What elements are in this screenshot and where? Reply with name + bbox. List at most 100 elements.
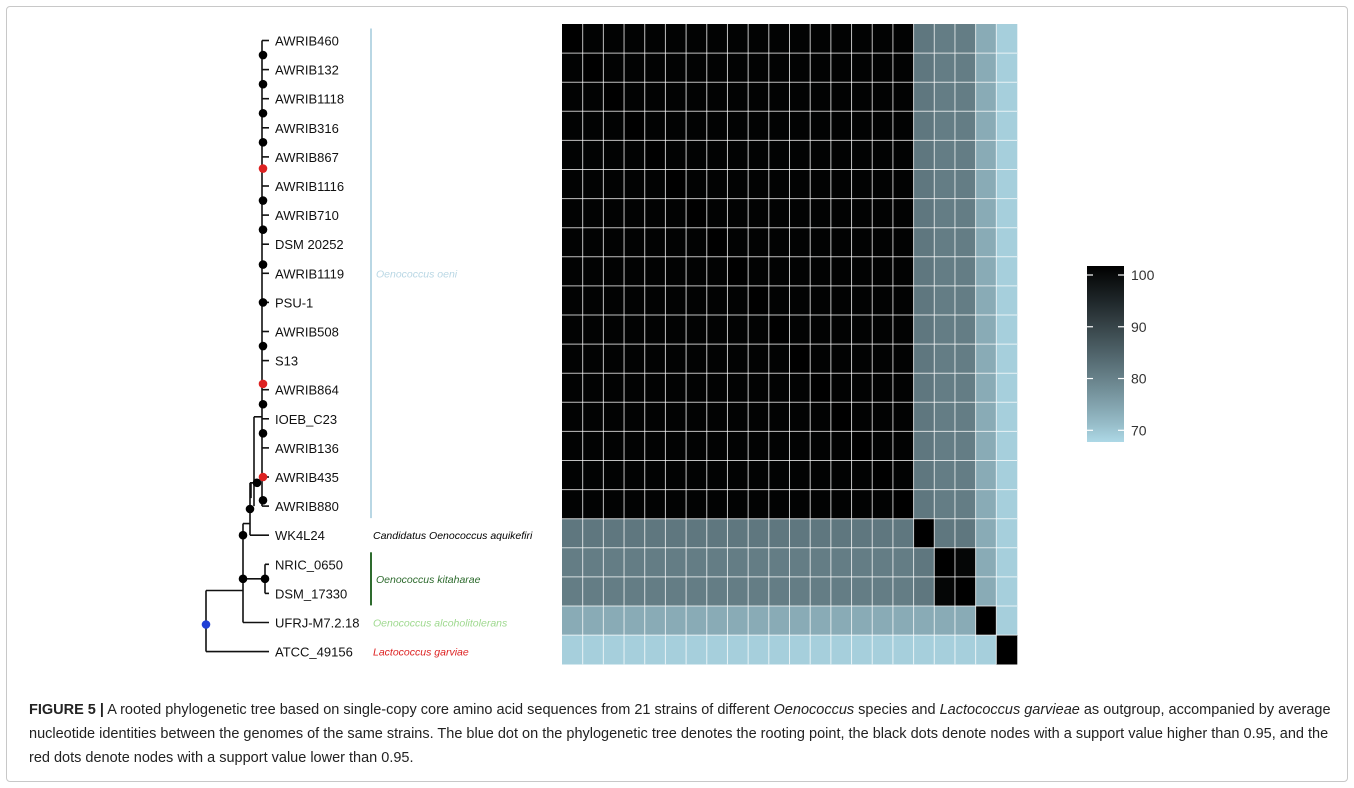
heatmap-cell [975, 489, 997, 519]
tip-label: AWRIB1119 [275, 266, 344, 281]
heatmap-cell [934, 431, 956, 461]
heatmap-cell [727, 576, 749, 607]
heatmap-cell [727, 198, 749, 228]
heatmap-cell [892, 82, 914, 112]
heatmap-cell [768, 24, 790, 54]
heatmap-cell [748, 315, 770, 345]
heatmap-cell [582, 140, 604, 170]
heatmap-cell [768, 518, 790, 549]
high-support-dot [252, 478, 262, 488]
heatmap-cell [748, 460, 770, 490]
heatmap-cell [830, 198, 852, 228]
heatmap-cell [686, 140, 708, 170]
heatmap-cell [851, 169, 873, 199]
heatmap-cell [851, 111, 873, 141]
heatmap-cell [706, 518, 728, 549]
heatmap-cell [851, 606, 873, 636]
high-support-dot [258, 260, 268, 269]
heatmap-cell [603, 140, 625, 170]
high-support-dot [258, 79, 268, 89]
heatmap-cell [727, 24, 749, 54]
heatmap-cell [582, 373, 604, 403]
heatmap-cell [954, 606, 976, 636]
heatmap-cell [748, 547, 770, 578]
heatmap-cell [727, 373, 749, 403]
heatmap-cell [748, 53, 770, 83]
heatmap-cell [830, 140, 852, 170]
colorbar-tick-label: 90 [1131, 319, 1147, 335]
species-label: Lactococcus garviae [373, 647, 469, 659]
heatmap-cell [727, 169, 749, 199]
heatmap-cell [934, 576, 956, 607]
heatmap-cell [913, 344, 935, 374]
heatmap-cell [665, 53, 687, 83]
heatmap-cell [892, 169, 914, 199]
heatmap-cell [644, 547, 666, 578]
heatmap-cell [686, 402, 708, 432]
heatmap-cell [562, 24, 583, 54]
heatmap-cell [582, 198, 604, 228]
heatmap-cell [603, 198, 625, 228]
low-support-dot [258, 164, 268, 173]
heatmap-cell [562, 547, 583, 578]
heatmap-cell [768, 140, 790, 170]
heatmap-cell [789, 53, 811, 83]
heatmap-cell [996, 635, 1018, 665]
heatmap-cell [872, 169, 894, 199]
heatmap-cell [582, 111, 604, 141]
heatmap-cell [830, 227, 852, 258]
heatmap-cell [810, 198, 832, 228]
heatmap-cell [686, 315, 708, 345]
heatmap-cell [789, 402, 811, 432]
heatmap-cell [996, 256, 1018, 287]
tip-label: UFRJ-M7.2.18 [275, 616, 360, 631]
heatmap-cell [727, 256, 749, 287]
heatmap-cell [934, 606, 956, 636]
heatmap-cell [913, 285, 935, 316]
heatmap-cell [830, 111, 852, 141]
heatmap-cell [748, 169, 770, 199]
heatmap-cell [975, 227, 997, 258]
heatmap-cell [582, 460, 604, 490]
heatmap-cell [706, 547, 728, 578]
heatmap-cell [727, 402, 749, 432]
heatmap-cell [603, 285, 625, 316]
high-support-dot [245, 504, 255, 514]
heatmap-cell [913, 82, 935, 112]
heatmap-cell [789, 24, 811, 54]
heatmap-cell [582, 635, 604, 665]
heatmap-cell [954, 285, 976, 316]
species-label: Oenococcus kitaharae [376, 574, 481, 586]
heatmap-cell [954, 169, 976, 199]
heatmap-cell [748, 227, 770, 258]
heatmap-cell [851, 373, 873, 403]
heatmap-cell [624, 635, 646, 665]
heatmap-cell [562, 227, 583, 258]
tip-label: AWRIB435 [275, 470, 339, 485]
heatmap-cell [975, 169, 997, 199]
heatmap-cell [996, 198, 1018, 228]
heatmap-cell [996, 140, 1018, 170]
heatmap-cell [727, 518, 749, 549]
tip-label: IOEB_C23 [275, 412, 337, 427]
heatmap-cell [624, 547, 646, 578]
heatmap-cell [665, 460, 687, 490]
heatmap-cell [934, 402, 956, 432]
heatmap-cell [830, 53, 852, 83]
heatmap-cell [975, 53, 997, 83]
heatmap-cell [975, 315, 997, 345]
heatmap-cell [706, 111, 728, 141]
heatmap-cell [975, 431, 997, 461]
heatmap-cell [975, 518, 997, 549]
heatmap-cell [830, 518, 852, 549]
heatmap-cell [810, 606, 832, 636]
heatmap-cell [996, 53, 1018, 83]
heatmap-cell [975, 576, 997, 607]
heatmap-cell [892, 518, 914, 549]
heatmap-cell [872, 402, 894, 432]
heatmap-cell [768, 431, 790, 461]
heatmap-cell [727, 140, 749, 170]
heatmap-cell [644, 431, 666, 461]
tip-label: AWRIB136 [275, 441, 339, 456]
heatmap-cell [851, 431, 873, 461]
